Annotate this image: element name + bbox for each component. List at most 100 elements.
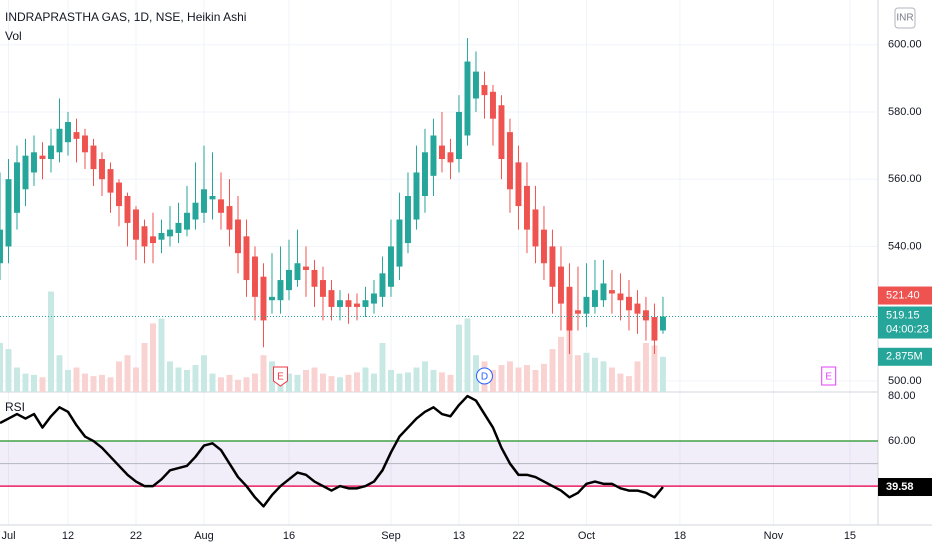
candle-body <box>192 202 199 220</box>
y-tick-label: 80.00 <box>888 390 916 402</box>
candle-body <box>116 182 122 207</box>
volume-bar <box>150 323 156 392</box>
candle-body <box>277 280 284 301</box>
candle-body <box>48 145 54 160</box>
volume-bar <box>82 373 88 392</box>
candle-body <box>311 269 318 287</box>
candle-body <box>388 246 394 287</box>
volume-bar <box>583 352 590 392</box>
volume-bar <box>0 343 3 392</box>
candle-body <box>158 232 165 240</box>
x-tick-label: 22 <box>512 530 524 542</box>
volume-bar <box>260 355 267 392</box>
candle-body <box>14 162 20 213</box>
volume-bar <box>337 377 343 392</box>
volume-bar <box>422 361 428 392</box>
candle-body <box>303 266 309 270</box>
candle-body <box>515 162 522 207</box>
candle-body <box>634 303 641 314</box>
volume-bar <box>48 291 54 392</box>
candle-body <box>617 293 624 301</box>
volume-bar <box>328 376 335 392</box>
y-tick-label: 600.00 <box>888 39 922 51</box>
volume-bar <box>608 367 615 392</box>
volume-bar <box>107 377 114 392</box>
candle-body <box>413 172 420 220</box>
currency-box[interactable] <box>894 7 916 29</box>
volume-bar <box>634 361 641 392</box>
candle-body <box>447 152 454 163</box>
volume-bar <box>489 369 496 392</box>
candle-body <box>269 296 275 301</box>
rsi-line <box>0 394 664 508</box>
candle-body <box>5 179 12 247</box>
candle-body <box>498 105 505 160</box>
candle-body <box>523 185 530 230</box>
candle-body <box>583 296 590 314</box>
volume-bar <box>294 374 301 392</box>
candle-body <box>209 196 216 200</box>
event-marker[interactable] <box>821 366 837 386</box>
x-tick-label: 15 <box>844 530 856 542</box>
rsi-last-label: 39.58 <box>886 481 914 493</box>
volume-bar <box>371 373 377 392</box>
volume-bar <box>549 349 556 392</box>
volume-bar <box>447 374 454 392</box>
volume-title: Vol <box>5 29 22 43</box>
event-label[interactable]: E <box>825 372 832 383</box>
candle-body <box>379 273 386 297</box>
y-tick-label: 560.00 <box>888 173 922 185</box>
volume-bar <box>506 361 513 392</box>
candle-body <box>481 85 488 96</box>
volume-bar <box>141 343 148 392</box>
volume-bar <box>591 357 598 392</box>
prev-close-label: 521.40 <box>886 289 920 301</box>
candle-body <box>90 145 97 170</box>
candle-body <box>65 122 71 143</box>
volume-bar <box>158 318 165 392</box>
candle-body <box>362 300 369 307</box>
candle-body <box>150 236 156 244</box>
x-tick-label: Nov <box>764 530 784 542</box>
candle-body <box>642 310 649 321</box>
candle-body <box>73 132 80 139</box>
candle-body <box>371 293 377 304</box>
rsi-last-box <box>878 478 932 497</box>
volume-bar <box>617 373 624 392</box>
candle-body <box>260 276 267 321</box>
candle-body <box>540 229 547 264</box>
candle-body <box>651 317 658 341</box>
y-tick-label: 500.00 <box>888 375 922 387</box>
volume-bar <box>65 369 71 392</box>
candle-body <box>430 135 437 176</box>
candle-body <box>439 145 445 160</box>
candle-body <box>625 296 632 311</box>
volume-bar <box>218 377 224 392</box>
candle-body <box>566 286 573 331</box>
volume-bar <box>252 373 258 392</box>
last-price-label: 519.15 <box>886 309 920 321</box>
currency[interactable]: INR <box>896 13 913 24</box>
volume-bar <box>464 318 471 392</box>
event-marker[interactable] <box>475 367 493 385</box>
volume-bar <box>413 367 420 392</box>
x-tick-label: 18 <box>674 530 686 542</box>
volume-bar <box>362 367 369 392</box>
event-label[interactable]: D <box>481 372 488 383</box>
candle-body <box>337 300 343 307</box>
volume-bar <box>574 355 581 392</box>
x-tick-label: 22 <box>130 530 142 542</box>
candle-body <box>82 135 88 153</box>
y-tick-label: 60.00 <box>888 435 916 447</box>
rsi-title: RSI <box>5 400 25 414</box>
event-label[interactable]: E <box>277 372 284 383</box>
candle-body <box>345 300 352 307</box>
event-marker[interactable] <box>272 366 288 387</box>
volume-bar <box>345 374 352 392</box>
candle-body <box>184 212 190 230</box>
volume-bar <box>642 343 649 392</box>
volume-bar <box>354 372 360 392</box>
volume-bar <box>472 355 479 392</box>
volume-bar <box>192 365 199 392</box>
